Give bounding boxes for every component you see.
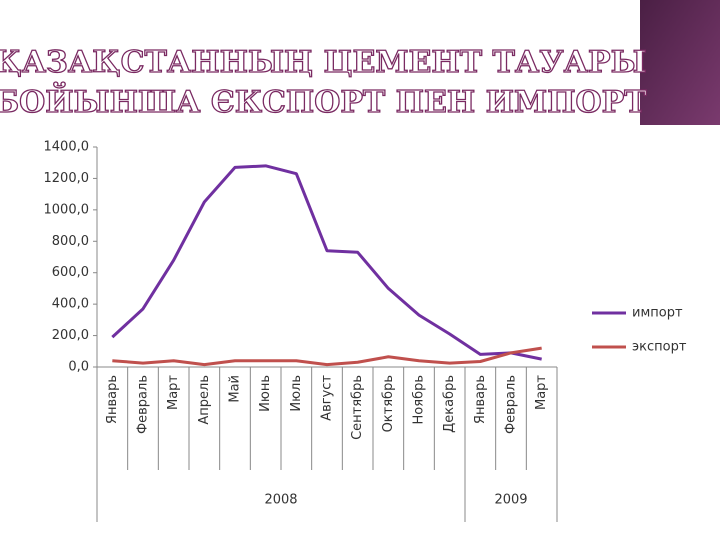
x-tick-label: Октябрь [381, 375, 396, 432]
line-series [112, 346, 542, 367]
x-tick-label: Февраль [504, 375, 519, 434]
x-tick-label: Февраль [136, 375, 151, 434]
line-series [111, 164, 542, 361]
x-tick-label: Май [228, 375, 243, 403]
legend-label: импорт [632, 306, 683, 321]
group-label: 2009 [494, 493, 527, 508]
y-tick-label: 1400,0 [44, 140, 90, 155]
x-tick-label: Апрель [197, 375, 212, 425]
x-tick-label: Январь [105, 375, 120, 424]
x-tick-label: Январь [473, 375, 488, 424]
x-tick-label: Август [320, 375, 335, 421]
x-tick-label: Сентябрь [350, 375, 365, 440]
group-label: 2008 [264, 493, 297, 508]
chart-title: БОЙЫНША ЄКСПОРТ ПЕН ИМПОРТ [0, 82, 647, 120]
y-tick-label: 1000,0 [44, 202, 90, 217]
x-tick-label: Декабрь [442, 375, 457, 433]
y-tick-label: 1200,0 [44, 171, 90, 186]
y-tick-label: 200,0 [52, 328, 89, 343]
x-tick-label: Июнь [258, 375, 273, 412]
y-tick-label: 400,0 [52, 297, 89, 312]
x-tick-label: Июль [289, 375, 304, 412]
x-tick-label: Март [166, 375, 181, 410]
x-tick-label: Март [534, 375, 549, 410]
legend-label: экспорт [632, 340, 687, 355]
chart-title: ҚАЗАҚСТАННЫҢ ЦЕМЕНТ ТАУАРЫ [0, 45, 647, 80]
x-tick-label: Ноябрь [412, 375, 427, 424]
y-tick-label: 0,0 [68, 360, 89, 375]
decor-block [640, 0, 720, 125]
y-tick-label: 600,0 [52, 265, 89, 280]
y-tick-label: 800,0 [52, 234, 89, 249]
